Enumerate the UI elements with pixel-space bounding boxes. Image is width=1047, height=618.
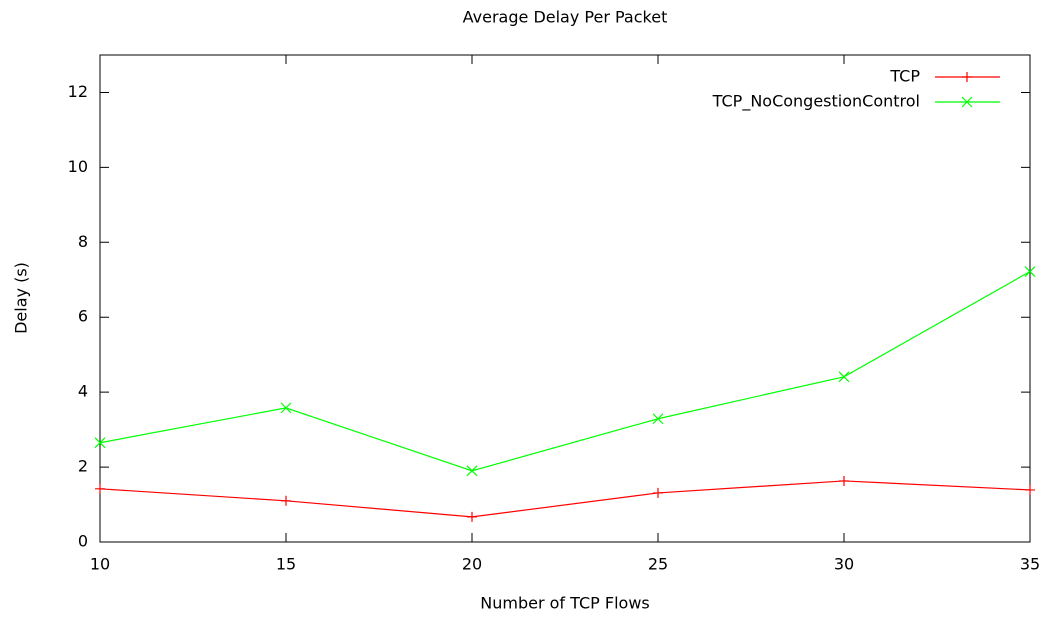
y-tick-label: 10 — [68, 157, 88, 176]
x-tick-label: 15 — [276, 555, 296, 574]
y-tick-label: 4 — [78, 382, 88, 401]
point-marker — [652, 413, 664, 425]
series-line — [99, 271, 1031, 472]
legend-marker — [961, 96, 973, 108]
point-marker — [466, 465, 478, 477]
y-axis-label: Delay (s) — [12, 262, 31, 334]
x-tick-label: 30 — [834, 555, 854, 574]
x-tick-label: 25 — [648, 555, 668, 574]
point-marker — [281, 495, 291, 506]
y-tick-label: 0 — [78, 532, 88, 551]
point-marker — [1024, 266, 1036, 277]
plot-frame — [99, 54, 1031, 543]
x-axis-label: Number of TCP Flows — [480, 594, 649, 613]
point-marker — [838, 371, 850, 383]
point-marker — [839, 475, 849, 486]
point-marker — [94, 437, 106, 449]
series-line — [99, 480, 1031, 518]
x-tick-label: 35 — [1020, 555, 1040, 574]
x-tick-label: 10 — [90, 555, 110, 574]
legend-label: TCP — [889, 67, 920, 86]
y-tick-label: 2 — [78, 457, 88, 476]
y-tick-label: 8 — [78, 232, 88, 251]
y-tick-label: 6 — [78, 307, 88, 326]
legend-marker — [962, 72, 972, 82]
x-tick-label: 20 — [462, 555, 482, 574]
chart-title: Average Delay Per Packet — [463, 8, 668, 27]
point-marker — [95, 483, 105, 494]
point-marker — [653, 487, 663, 498]
legend-label: TCP_NoCongestionControl — [712, 92, 920, 112]
y-tick-label: 12 — [68, 82, 88, 101]
point-marker — [280, 402, 292, 414]
point-marker — [1025, 484, 1035, 495]
point-marker — [467, 511, 477, 522]
